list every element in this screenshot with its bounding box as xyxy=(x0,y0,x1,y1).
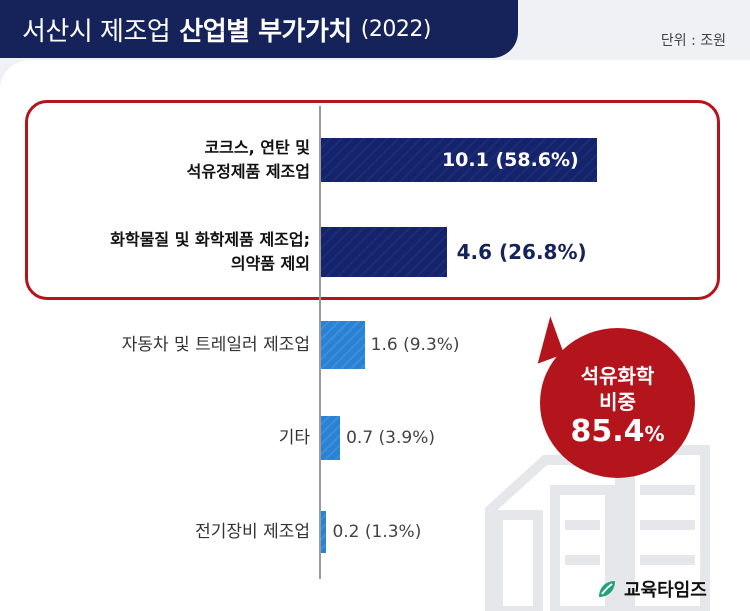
badge-unit: % xyxy=(644,422,665,446)
value-label: 4.6 (26.8%) xyxy=(456,240,587,264)
badge-line1: 석유화학 xyxy=(580,364,655,388)
title-year: (2022) xyxy=(360,16,432,42)
badge-value: 85.4 xyxy=(570,414,645,449)
petrochemical-share-badge: 석유화학 비중 85.4% xyxy=(524,316,695,478)
title-bold: 산업별 부가가치 xyxy=(179,16,352,47)
badge-line2: 비중 xyxy=(599,390,636,414)
value-label: 10.1 (58.6%) xyxy=(441,149,579,171)
unit-label: 단위 : 조원 xyxy=(660,33,726,49)
title-banner: 서산시 제조업 산업별 부가가치 (2022) xyxy=(0,0,518,58)
category-label-line: 코크스, 연탄 및 xyxy=(204,138,310,157)
badge-value-wrap: 85.4% xyxy=(540,414,695,449)
publisher-logo: 교육타임즈 xyxy=(596,576,707,602)
petrochemical-highlight-box xyxy=(25,100,720,300)
bar-1 xyxy=(321,138,597,182)
leaf-icon xyxy=(599,581,615,597)
bar-3 xyxy=(321,321,365,369)
value-label: 0.2 (1.3%) xyxy=(332,522,422,542)
category-label: 자동차 및 트레일러 제조업 xyxy=(10,333,310,357)
value-label: 1.6 (9.3%) xyxy=(370,335,460,355)
building-decoration xyxy=(485,445,710,611)
category-label-line: 기타 xyxy=(278,428,310,448)
bar-4 xyxy=(321,416,341,460)
category-label: 기타 xyxy=(10,426,310,450)
category-label-line: 화학물질 및 화학제품 제조업; xyxy=(110,230,310,249)
value-label: 0.7 (3.9%) xyxy=(346,428,436,448)
logo-text: 교육타임즈 xyxy=(624,580,707,601)
category-label-line: 석유정제품 제조업 xyxy=(186,162,310,181)
category-label: 화학물질 및 화학제품 제조업; 의약품 제외 xyxy=(10,228,310,276)
category-axis-line xyxy=(319,106,321,579)
category-label-line: 자동차 및 트레일러 제조업 xyxy=(121,335,310,355)
category-label-line: 의약품 제외 xyxy=(230,254,310,273)
bar-5 xyxy=(321,511,327,553)
title-light: 서산시 제조업 xyxy=(22,16,171,47)
category-label-line: 전기장비 제조업 xyxy=(195,522,310,542)
category-label: 전기장비 제조업 xyxy=(10,520,310,544)
bar-2 xyxy=(321,227,447,277)
